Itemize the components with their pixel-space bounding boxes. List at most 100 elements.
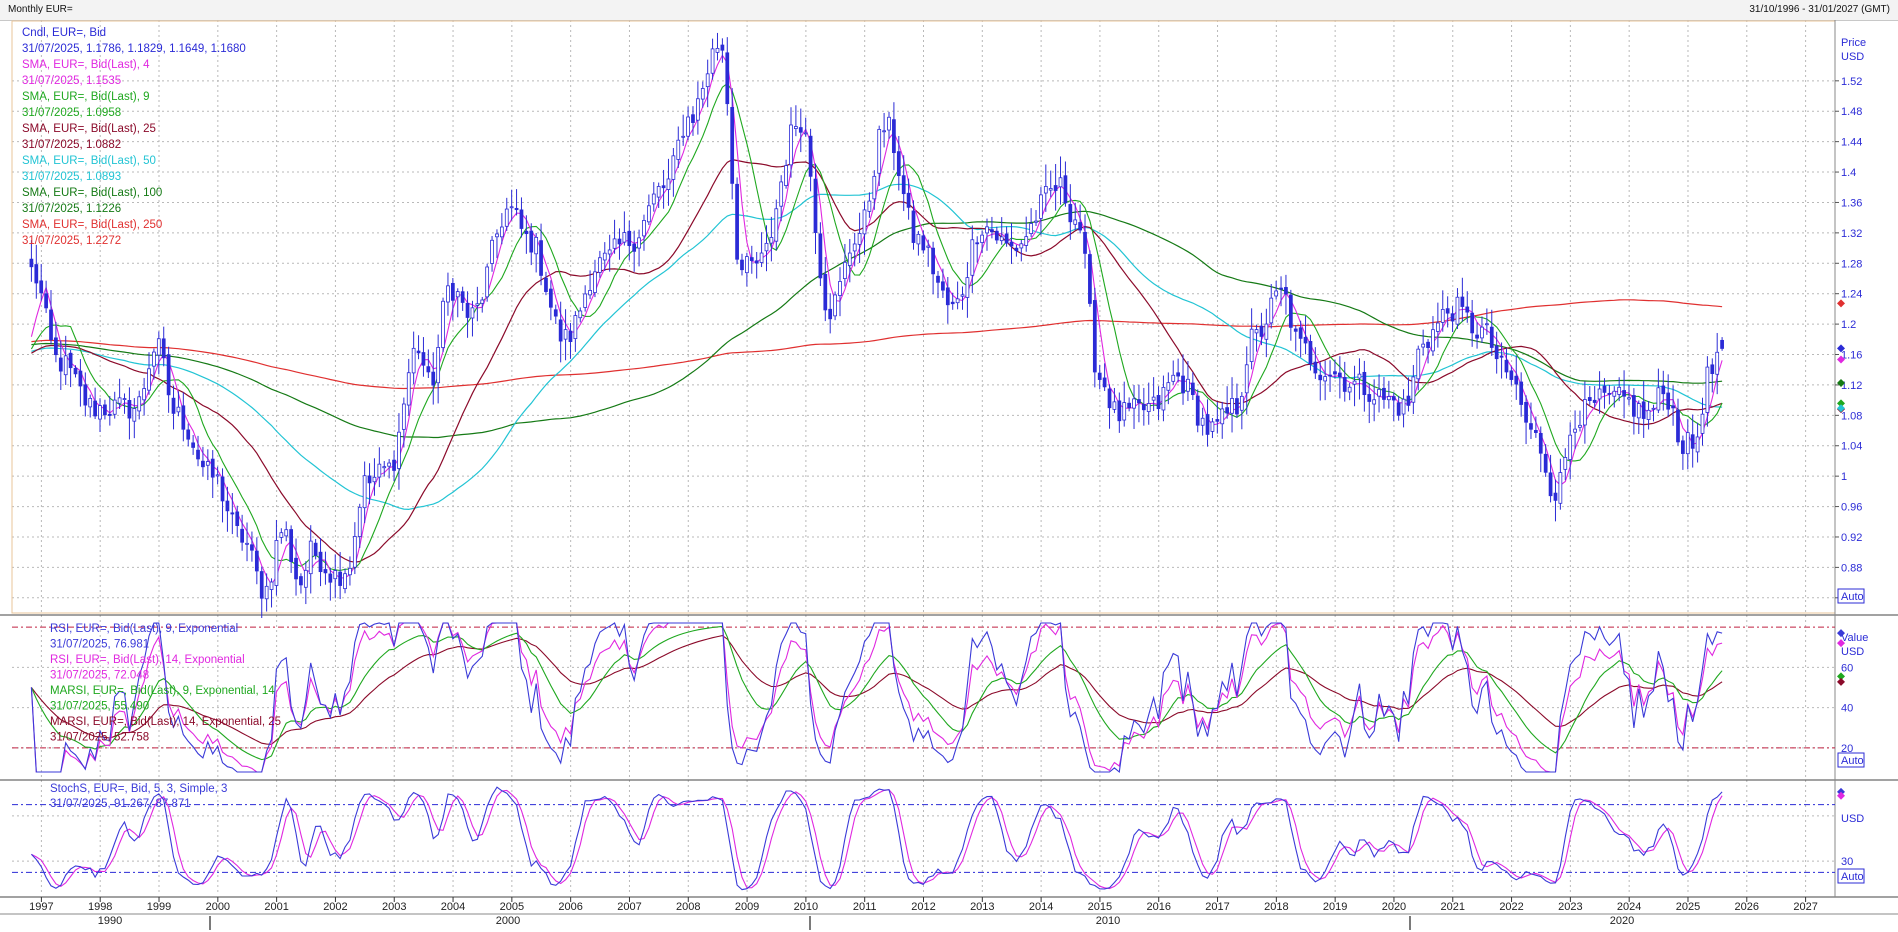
candle-body [1127,402,1131,409]
rsi-axis-title: Value [1841,632,1868,644]
candle [828,293,833,334]
candle [833,291,837,321]
panel-frames [0,20,1898,898]
candle-body [343,573,347,590]
candle-body [602,252,607,261]
candle [1141,387,1146,426]
candle [259,566,264,618]
candle-body [813,178,818,233]
candle-body [1137,399,1141,404]
candle [352,522,357,575]
price-tick-label: 0.88 [1841,562,1862,574]
candle-body [1102,377,1107,388]
candle [1014,244,1019,257]
candle [642,214,646,251]
candle-body [1288,294,1293,328]
candle [250,531,254,562]
candle [1313,347,1318,379]
candle [813,163,818,255]
candle-body [568,330,573,343]
candle [911,200,916,250]
candle [1029,208,1033,238]
candle-body [852,243,857,252]
candle-body [1264,323,1269,340]
candle-body [1401,398,1406,415]
candle [1230,377,1234,433]
candle-body [1681,440,1685,454]
candle-body [1171,374,1176,382]
legend-value: 31/07/2025, 1.0882 [22,139,121,151]
candle [1333,359,1337,379]
candle [1097,364,1102,390]
candle-body [279,532,284,538]
candle-body [201,460,205,468]
candle [529,223,534,266]
candle-body [1700,413,1705,434]
year-tick-label: 2005 [500,901,524,913]
year-tick-label: 2027 [1793,901,1817,913]
candle [700,81,705,108]
candle-body [1284,287,1288,295]
candle-body [465,302,470,318]
candle [1034,210,1038,226]
candle [279,528,284,544]
candle-body [416,350,421,354]
candle-body [235,511,240,526]
candle-body [509,206,514,209]
candle-body [156,338,161,356]
candle-body [54,337,58,356]
candle-body [1494,345,1499,360]
price-tick-label: 1.16 [1841,350,1862,362]
candle-body [637,237,641,249]
candle [916,230,921,256]
candle [1024,216,1029,252]
candle [960,286,965,310]
candle-body [450,282,455,301]
candle [887,111,891,139]
candle-body [862,209,867,235]
candle [1583,381,1587,444]
candle [632,230,637,272]
candle-body [921,235,926,251]
candle [441,297,445,353]
candle-body [1244,364,1249,394]
candle-body [1558,472,1563,504]
candle-body [348,567,352,576]
candle-body [1112,401,1117,410]
candle [970,225,975,293]
candle [1455,288,1460,329]
legend-value: 31/07/2025, 1.1786, 1.1829, 1.1649, 1.16… [22,43,246,55]
marsi-14-line [30,635,1723,745]
candle-body [230,512,235,515]
candle [186,423,191,447]
candle [994,226,999,244]
candle [539,223,543,286]
candle [1269,284,1274,329]
candle [1460,277,1465,322]
candle [1259,312,1264,346]
candle [127,387,132,440]
candle-body [39,280,44,294]
candle-body [843,261,847,280]
candle-body [906,192,911,208]
candle-body [808,135,813,177]
candle [1529,402,1533,440]
candle [367,463,372,505]
candle [735,177,739,265]
candle-body [794,126,798,129]
candle [1352,365,1357,407]
candle-body [960,294,965,297]
candle-body [1372,399,1377,405]
chart-svg[interactable]: 0.840.880.920.9611.041.081.121.161.21.24… [0,20,1898,932]
candle [210,450,215,499]
candle [392,450,396,482]
candle-body [264,585,269,600]
candle [548,280,553,321]
candle-body [1705,366,1710,413]
candle [985,218,989,251]
candle-body [700,88,705,100]
candle [1176,358,1181,383]
candle [1181,354,1185,405]
candle [323,551,328,585]
candle-body [1607,392,1612,395]
